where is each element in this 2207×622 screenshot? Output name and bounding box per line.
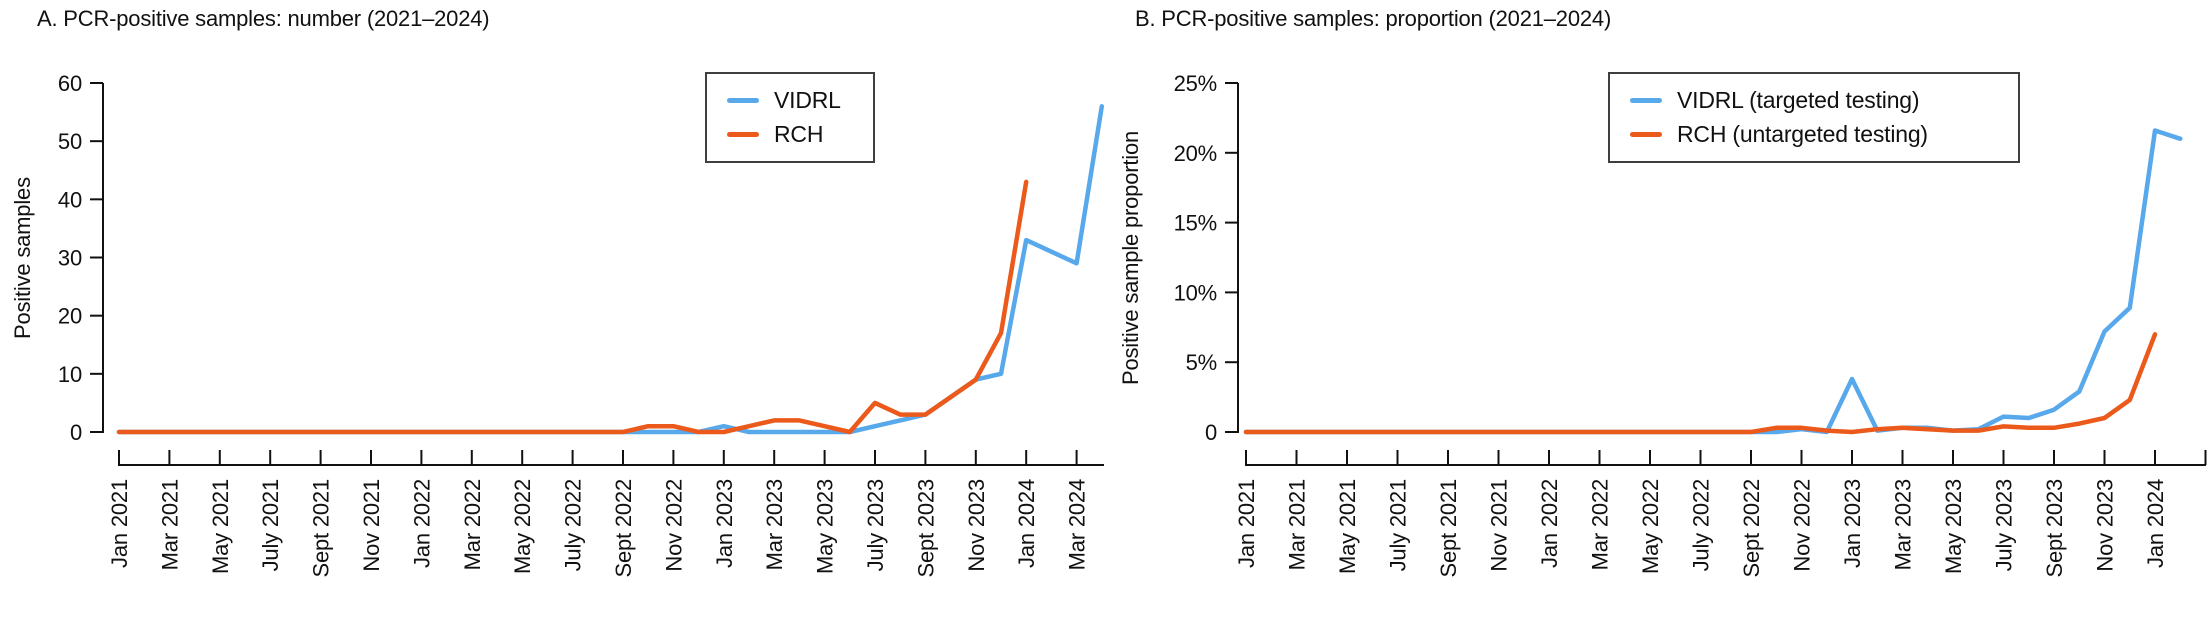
panel-b-legend: VIDRL (targeted testing) RCH (untargeted…	[1608, 72, 2020, 163]
x-tick-label: Sept 2021	[309, 479, 334, 578]
x-tick-label: Mar 2021	[157, 479, 182, 570]
legend-label-rch-untargeted: RCH (untargeted testing)	[1677, 121, 1928, 147]
x-tick-label: Jan 2024	[2143, 479, 2168, 568]
x-tick-label: Nov 2021	[1487, 479, 1512, 572]
x-tick-label: July 2023	[1992, 479, 2017, 571]
y-tick-label: 10%	[1174, 280, 1217, 305]
x-tick-label: Jan 2024	[1014, 479, 1039, 568]
x-tick-label: Nov 2023	[964, 479, 989, 572]
x-tick-label: July 2023	[863, 479, 888, 571]
x-tick-label: Sept 2021	[1436, 479, 1461, 578]
x-tick-label: May 2023	[813, 479, 838, 574]
x-tick-label: Sept 2022	[611, 479, 636, 578]
x-tick-label: Jan 2023	[712, 479, 737, 568]
x-tick-label: May 2021	[1335, 479, 1360, 574]
panel-a-title: A. PCR-positive samples: number (2021–20…	[37, 6, 490, 31]
legend-item-rch-untargeted: RCH (untargeted testing)	[1630, 121, 2004, 148]
x-tick-label: Sept 2023	[913, 479, 938, 578]
legend-label-vidrl-targeted: VIDRL (targeted testing)	[1677, 87, 1920, 113]
x-tick-label: Mar 2024	[1065, 479, 1090, 570]
x-tick-label: July 2021	[1386, 479, 1411, 571]
x-tick-label: Mar 2022	[460, 479, 485, 570]
x-tick-label: May 2022	[510, 479, 535, 574]
panel-b-title: B. PCR-positive samples: proportion (202…	[1135, 6, 1612, 31]
y-tick-label: 0	[1205, 420, 1217, 445]
x-tick-label: May 2023	[1941, 479, 1966, 574]
legend-item-vidrl-targeted: VIDRL (targeted testing)	[1630, 87, 2004, 114]
legend-label-vidrl: VIDRL	[774, 87, 841, 113]
y-tick-label: 0	[70, 420, 82, 445]
series-line-vidrl	[116, 104, 1105, 435]
y-tick-label: 5%	[1186, 350, 1217, 375]
x-tick-label: Mar 2021	[1285, 479, 1310, 570]
vidrl-line-swatch	[1630, 98, 1662, 103]
y-tick-label: 20	[58, 304, 82, 329]
x-tick-label: Jan 2021	[1234, 479, 1259, 568]
legend-item-rch: RCH	[727, 121, 859, 148]
x-tick-label: Nov 2021	[359, 479, 384, 572]
x-tick-label: Nov 2022	[1790, 479, 1815, 572]
rch-line-swatch	[727, 132, 759, 137]
series-line-vidrl	[1243, 128, 2183, 435]
y-tick-label: 10	[58, 362, 82, 387]
x-tick-label: Nov 2022	[661, 479, 686, 572]
series-line-rch	[1243, 332, 2158, 435]
x-tick-label: Sept 2023	[2042, 479, 2067, 578]
x-tick-label: July 2022	[561, 479, 586, 571]
vidrl-line-swatch	[727, 98, 759, 103]
panel-b-y-axis-label: Positive sample proportion	[1118, 130, 1143, 386]
x-tick-label: Mar 2023	[1891, 479, 1916, 570]
x-tick-label: Mar 2022	[1588, 479, 1613, 570]
x-tick-label: Jan 2023	[1840, 479, 1865, 568]
y-tick-label: 40	[58, 187, 82, 212]
rch-line-swatch	[1630, 132, 1662, 137]
y-tick-label: 15%	[1174, 211, 1217, 236]
legend-item-vidrl: VIDRL	[727, 87, 859, 114]
x-tick-label: Jan 2022	[409, 479, 434, 568]
x-tick-label: Jan 2022	[1537, 479, 1562, 568]
x-tick-label: Sept 2022	[1739, 479, 1764, 578]
x-tick-label: July 2021	[258, 479, 283, 571]
x-tick-label: May 2021	[208, 479, 233, 574]
panel-a-legend: VIDRL RCH	[705, 72, 875, 163]
y-tick-label: 25%	[1174, 71, 1217, 96]
x-tick-label: May 2022	[1638, 479, 1663, 574]
y-tick-label: 60	[58, 71, 82, 96]
x-tick-label: Mar 2023	[762, 479, 787, 570]
y-tick-label: 30	[58, 246, 82, 271]
x-tick-label: July 2022	[1689, 479, 1714, 571]
legend-label-rch: RCH	[774, 121, 824, 147]
y-tick-label: 20%	[1174, 141, 1217, 166]
series-line-rch	[116, 179, 1029, 435]
x-tick-label: Nov 2023	[2093, 479, 2118, 572]
x-tick-label: Jan 2021	[107, 479, 132, 568]
panel-a-y-axis-label: Positive samples	[10, 177, 35, 339]
y-tick-label: 50	[58, 129, 82, 154]
